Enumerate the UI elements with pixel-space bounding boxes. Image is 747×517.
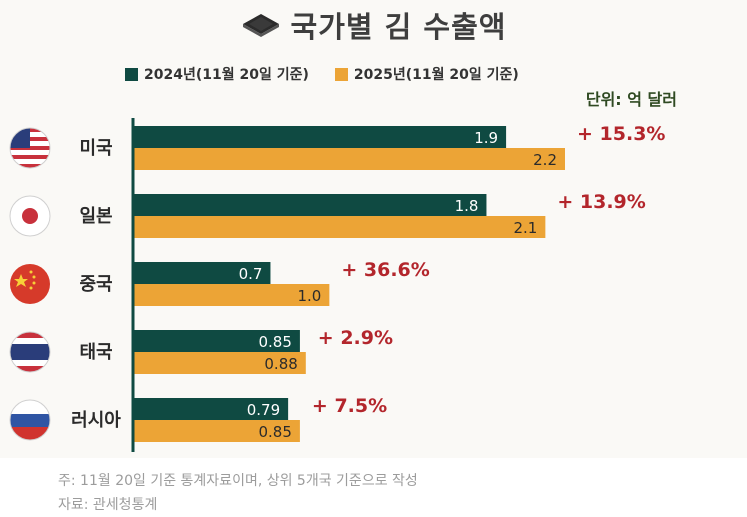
- chart-title-bar: 국가별 김 수출액: [0, 4, 747, 46]
- growth-label: + 7.5%: [312, 395, 387, 417]
- legend-item-2024: 2024년(11월 20일 기준): [125, 64, 309, 84]
- footer-note: 주: 11월 20일 기준 통계자료이며, 상위 5개국 기준으로 작성: [58, 473, 418, 489]
- bar-2025: [133, 284, 330, 306]
- data-label: 2.1: [514, 219, 538, 237]
- chart-marks: 미국 1.9 2.2 + 15.3% 일본 1.8 2.1 + 13.9% 중국 0.7 1.0 + …: [71, 118, 665, 452]
- data-label: 2.2: [533, 151, 557, 169]
- flag-icon-china: [10, 264, 50, 304]
- data-label: 0.79: [247, 401, 280, 419]
- legend-label-2025: 2025년(11월 20일 기준): [353, 67, 519, 83]
- category-label: 러시아: [71, 410, 121, 431]
- category-label: 태국: [79, 342, 112, 363]
- growth-label: + 2.9%: [318, 327, 393, 349]
- bar-2024: [133, 194, 487, 216]
- category-label: 일본: [79, 206, 112, 227]
- category-label: 미국: [79, 138, 112, 159]
- unit-label: 단위: 억 달러: [585, 90, 677, 109]
- flag-icon-thailand: [9, 331, 51, 373]
- bar-chart: 미국 1.9 2.2 + 15.3% 일본 1.8 2.1 + 13.9% 중국 0.7 1.0 + …: [9, 118, 665, 452]
- footer-source: 자료: 관세청통계: [58, 497, 158, 513]
- bar-2024: [133, 262, 271, 284]
- category-label: 중국: [79, 274, 112, 295]
- growth-label: + 15.3%: [577, 123, 665, 145]
- data-label: 1.0: [298, 287, 322, 305]
- flag-icon-usa: [9, 127, 51, 169]
- flag-icon-japan: [9, 195, 51, 237]
- data-label: 1.9: [474, 129, 498, 147]
- bar-2024: [133, 330, 300, 352]
- seaweed-icon: [242, 14, 279, 37]
- bar-2025: [133, 420, 300, 442]
- chart-title: 국가별 김 수출액: [290, 10, 507, 44]
- flag-icon-russia: [9, 399, 51, 441]
- bar-2025: [133, 352, 306, 374]
- chart-legend: 2024년(11월 20일 기준) 2025년(11월 20일 기준): [125, 64, 519, 84]
- legend-label-2024: 2024년(11월 20일 기준): [144, 67, 309, 83]
- bar-2025: [133, 216, 546, 238]
- data-label: 0.85: [259, 423, 292, 441]
- data-label: 0.7: [239, 265, 263, 283]
- growth-label: + 13.9%: [557, 191, 645, 213]
- chart-footer: 주: 11월 20일 기준 통계자료이며, 상위 5개국 기준으로 작성 자료:…: [0, 458, 747, 517]
- legend-swatch-2025: [334, 67, 348, 81]
- data-label: 0.85: [259, 333, 292, 351]
- legend-item-2025: 2025년(11월 20일 기준): [334, 64, 519, 84]
- growth-label: + 36.6%: [341, 259, 429, 281]
- bar-2024: [133, 126, 507, 148]
- bar-2024: [133, 398, 289, 420]
- data-label: 1.8: [455, 197, 479, 215]
- legend-swatch-2024: [125, 67, 138, 81]
- data-label: 0.88: [264, 355, 297, 373]
- bar-2025: [133, 148, 565, 170]
